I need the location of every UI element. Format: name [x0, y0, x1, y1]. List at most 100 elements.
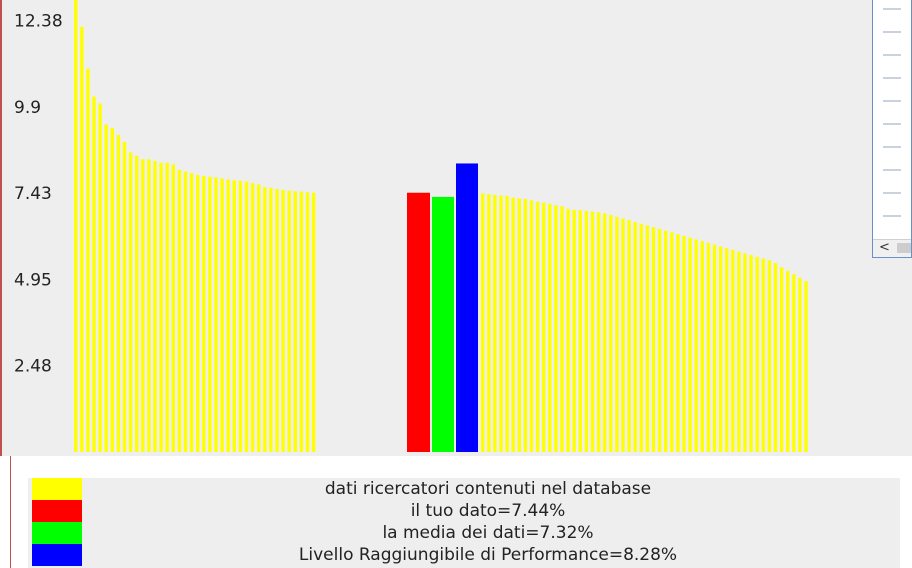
database-bar [621, 218, 625, 452]
database-bar [299, 191, 304, 453]
database-bar [700, 241, 704, 452]
database-bar [523, 199, 528, 452]
y-tick-label: 12.38 [14, 12, 63, 32]
database-bar [676, 234, 680, 452]
database-bar [147, 159, 151, 453]
database-bar [712, 244, 717, 452]
database-bar [92, 96, 96, 453]
scroll-left-icon[interactable]: < [879, 240, 890, 255]
database-bar [517, 198, 521, 452]
chart-panel: 2.48 4.95 7.43 9.9 12.38 [0, 0, 912, 456]
database-bar [171, 164, 175, 452]
y-tick-label: 4.95 [14, 271, 52, 291]
database-bar [202, 176, 206, 452]
legend-swatch-tuo-dato [32, 500, 82, 522]
database-bar [493, 194, 497, 452]
legend-swatch-livello [32, 544, 82, 566]
database-bar [725, 248, 729, 452]
legend-label-database: dati ricercatori contenuti nel database [324, 479, 652, 499]
database-bar [773, 263, 778, 452]
legend-label-tuo-dato: il tuo dato=7.44% [410, 501, 566, 521]
database-bar [128, 152, 133, 453]
database-bar [670, 232, 674, 452]
database-bar [633, 222, 637, 452]
database-bar [682, 235, 686, 452]
database-bar [554, 205, 558, 452]
database-bar [86, 68, 90, 452]
database-bar [627, 219, 631, 452]
database-bar [269, 187, 273, 452]
left-border-line [10, 456, 11, 568]
database-bar [755, 256, 759, 452]
database-bar [590, 211, 595, 452]
database-bar [80, 26, 84, 452]
legend-swatch-media [32, 522, 82, 544]
database-bar [511, 197, 515, 452]
database-bar [196, 174, 200, 452]
database-bar [603, 213, 607, 452]
database-bar [786, 270, 790, 452]
database-bar [74, 0, 78, 452]
database-bar [566, 208, 570, 452]
database-bar [238, 180, 243, 453]
database-bar [560, 206, 564, 452]
database-bar [688, 237, 692, 452]
database-bar [657, 228, 662, 452]
bar-livello [456, 163, 478, 452]
database-bar [596, 212, 601, 452]
y-tick-label: 7.43 [14, 184, 52, 204]
database-bar [578, 210, 582, 452]
horizontal-scrollbar[interactable]: < [873, 239, 911, 257]
database-bar [257, 184, 261, 453]
database-bar [250, 182, 255, 453]
database-bar [743, 253, 747, 452]
bar-tuo-dato [407, 192, 430, 452]
scrollbar-thumb[interactable] [897, 243, 911, 253]
database-bar [281, 189, 285, 453]
database-bar [731, 249, 735, 452]
database-bar [183, 171, 188, 452]
database-bar [287, 190, 291, 452]
database-bar [244, 181, 249, 452]
database-bar [275, 188, 279, 452]
bar-chart: 2.48 4.95 7.43 9.9 12.38 [14, 0, 808, 453]
database-bar [798, 277, 802, 452]
database-bar [165, 162, 169, 452]
database-bar [293, 191, 297, 452]
database-bar [615, 216, 619, 452]
database-bar [159, 162, 163, 452]
bar-media [432, 196, 454, 452]
database-bar [98, 103, 102, 453]
database-bar [718, 246, 723, 452]
database-bar [548, 203, 552, 452]
database-bar [220, 178, 224, 452]
database-bar [737, 251, 741, 452]
legend-label-media: la media dei dati=7.32% [382, 523, 594, 543]
database-bar [694, 239, 698, 452]
legend-label-livello: Livello Raggiungibile di Performance=8.2… [298, 545, 678, 565]
legend: dati ricercatori contenuti nel database … [28, 478, 900, 568]
database-bar [499, 195, 503, 453]
database-bar [141, 159, 145, 453]
database-bar [706, 242, 711, 452]
database-bar [153, 161, 157, 453]
database-bar [651, 227, 656, 452]
database-bar [804, 281, 808, 452]
database-bar [177, 169, 182, 452]
database-bar [263, 187, 267, 452]
database-bar [792, 274, 796, 452]
database-bar [535, 201, 540, 452]
database-bar [664, 230, 668, 452]
overlapping-window[interactable]: < [872, 0, 912, 258]
database-bar [135, 155, 139, 453]
database-bar [110, 127, 114, 452]
database-bar [122, 141, 127, 452]
database-bar [572, 209, 576, 452]
database-bar [116, 134, 121, 452]
database-bar [767, 260, 772, 452]
overlapping-window-content [873, 0, 911, 217]
database-bar [226, 179, 230, 452]
database-bar [214, 177, 218, 453]
database-bar [529, 200, 534, 452]
database-bar [189, 173, 194, 452]
